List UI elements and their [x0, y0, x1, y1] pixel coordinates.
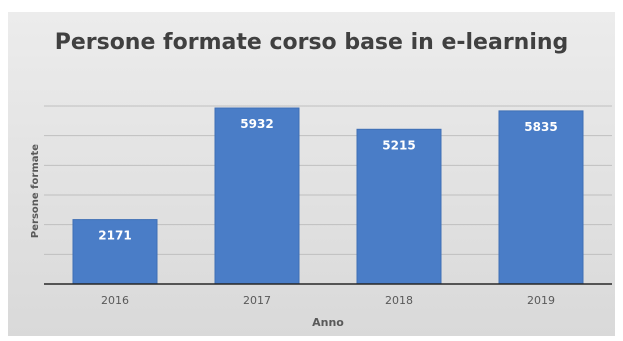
x-tick-label-2019: 2019 — [527, 294, 555, 307]
bar-2017 — [214, 107, 300, 285]
x-tick-label-2016: 2016 — [101, 294, 129, 307]
data-label-2016: 2171 — [98, 229, 131, 243]
bar-2018 — [356, 128, 442, 285]
data-label-2017: 5932 — [240, 117, 273, 131]
data-label-2018: 5215 — [382, 138, 415, 152]
chart-title: Persone formate corso base in e-learning — [54, 30, 569, 55]
y-axis-label: Persone formate — [30, 144, 41, 238]
bar-2019 — [498, 110, 584, 285]
x-axis-label: Anno — [312, 316, 344, 329]
data-label-2019: 5835 — [524, 120, 557, 134]
x-tick-label-2018: 2018 — [385, 294, 413, 307]
x-tick-label-2017: 2017 — [243, 294, 271, 307]
bar-2016 — [72, 219, 158, 285]
